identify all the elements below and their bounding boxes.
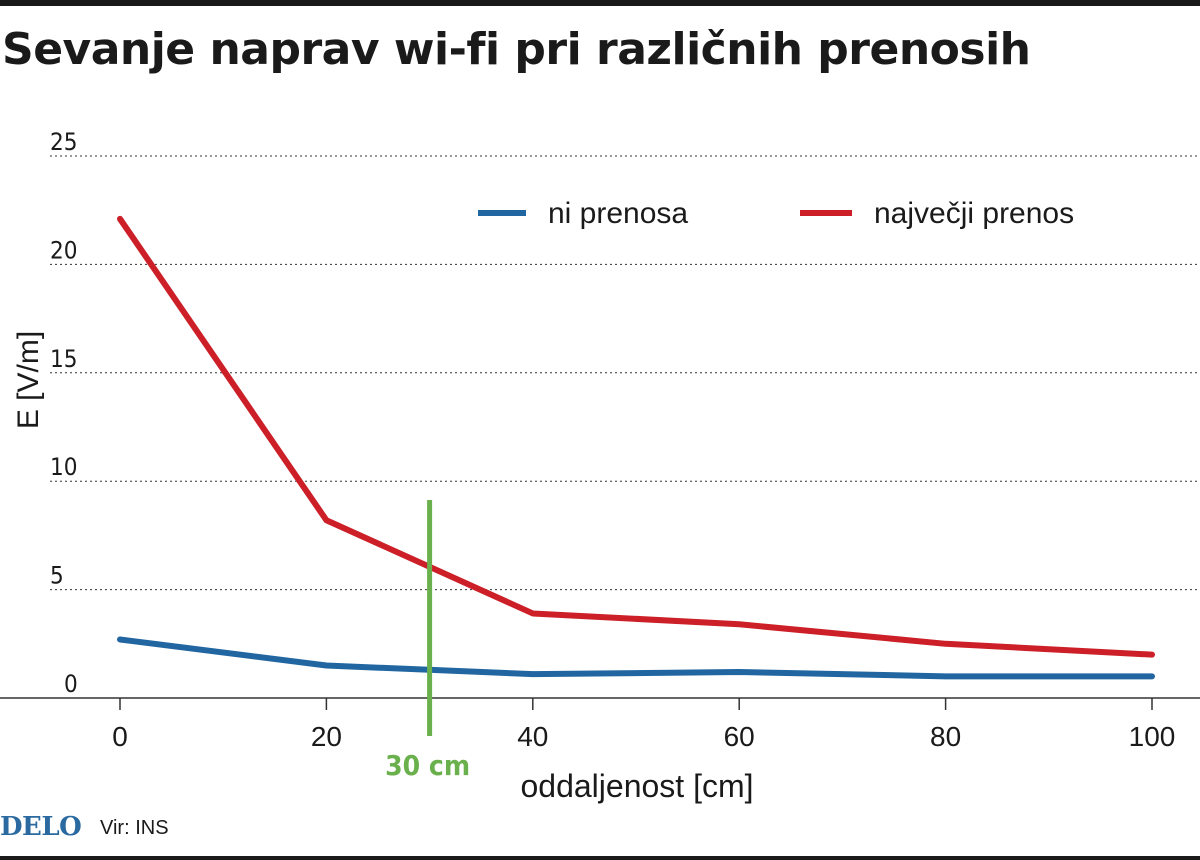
annotation-label: 30 cm [385,749,470,782]
x-tick-label: 100 [1129,721,1176,752]
footer: DELO Vir: INS [0,812,400,842]
y-axis-label: E [V/m] [12,331,45,429]
chart-title: Sevanje naprav wi-fi pri različnih preno… [2,24,1031,75]
legend-label: ni prenosa [548,197,688,230]
y-tick-label: 25 [50,128,77,156]
bottom-rule [0,856,1200,860]
series-line-ni-prenosa [117,636,1155,680]
x-tick-label: 80 [930,721,961,752]
x-tick-label: 40 [517,721,548,752]
top-rule [0,0,1200,6]
y-tick-label: 10 [50,453,77,481]
delo-logo: DELO [0,812,82,842]
x-tick-label: 60 [724,721,755,752]
x-tick-label: 20 [311,721,342,752]
x-axis-label: oddaljenost [cm] [520,768,753,804]
legend-label: največji prenos [874,197,1074,230]
y-tick-label: 15 [50,345,77,373]
y-tick-label: 20 [50,236,77,264]
x-tick-label: 0 [112,721,128,752]
y-tick-label: 0 [64,670,78,698]
series-line-najvecji-prenos [117,215,1155,658]
source-note: Vir: INS [100,817,169,839]
y-tick-label: 5 [50,562,64,590]
